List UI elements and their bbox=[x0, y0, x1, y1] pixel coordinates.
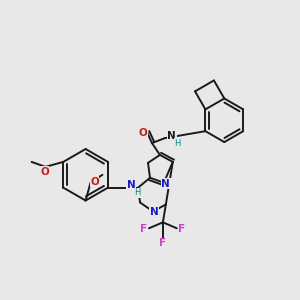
Text: H: H bbox=[134, 188, 140, 197]
Text: N: N bbox=[161, 179, 170, 189]
Text: F: F bbox=[159, 238, 167, 248]
Text: F: F bbox=[178, 224, 185, 234]
Text: N: N bbox=[167, 131, 176, 141]
Text: H: H bbox=[175, 139, 181, 148]
Text: N: N bbox=[127, 180, 136, 190]
Text: N: N bbox=[150, 207, 158, 218]
Text: O: O bbox=[90, 177, 99, 187]
Text: F: F bbox=[140, 224, 148, 234]
Text: O: O bbox=[139, 128, 147, 138]
Text: O: O bbox=[40, 167, 49, 177]
